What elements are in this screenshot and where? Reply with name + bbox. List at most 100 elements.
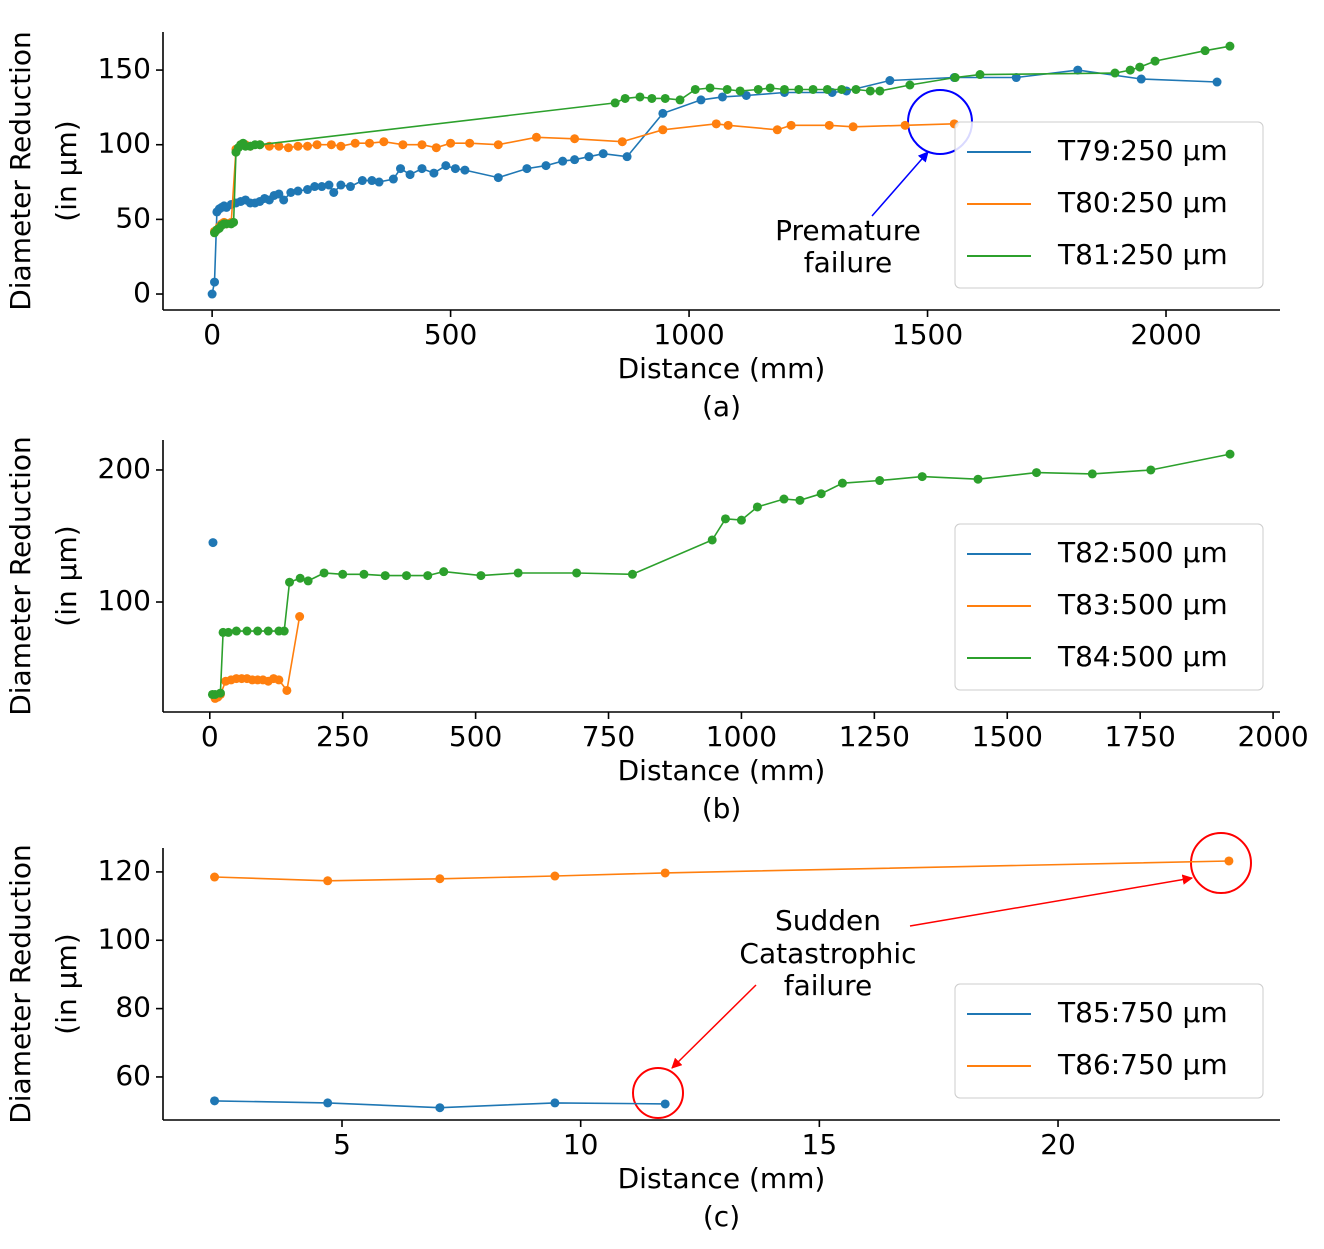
data-point bbox=[617, 137, 627, 147]
data-point bbox=[345, 182, 355, 192]
data-point bbox=[282, 685, 292, 695]
legend-label: T83:500 μm bbox=[1057, 588, 1228, 621]
legend: T79:250 μm T80:250 μm T81:250 μm bbox=[954, 121, 1264, 289]
y-tick-label: 120 bbox=[98, 854, 151, 887]
data-point bbox=[405, 170, 415, 180]
legend-label: T79:250 μm bbox=[1057, 134, 1228, 167]
data-point bbox=[917, 472, 927, 482]
y-axis-label: (in μm) bbox=[50, 933, 83, 1034]
legend: T82:500 μm T83:500 μm T84:500 μm bbox=[954, 523, 1264, 691]
data-point bbox=[429, 168, 439, 178]
x-tick-label: 2000 bbox=[1237, 720, 1308, 753]
data-point bbox=[323, 1098, 333, 1108]
data-point bbox=[423, 571, 433, 581]
data-point bbox=[1110, 68, 1120, 78]
data-point bbox=[336, 180, 346, 190]
x-tick-label: 5 bbox=[333, 1128, 351, 1161]
legend-frame bbox=[954, 983, 1264, 1099]
annotation-a: Premature failure bbox=[775, 89, 973, 279]
x-axis-label: Distance (mm) bbox=[618, 352, 826, 385]
data-point bbox=[531, 132, 541, 142]
y-tick-label: 80 bbox=[115, 991, 151, 1024]
data-point bbox=[417, 140, 427, 150]
data-point bbox=[493, 140, 503, 150]
x-tick-label: 1500 bbox=[972, 720, 1043, 753]
data-point bbox=[772, 125, 782, 135]
data-point bbox=[329, 187, 339, 197]
legend-frame bbox=[954, 121, 1264, 289]
annotation-arrow bbox=[671, 984, 757, 1069]
data-point bbox=[720, 514, 730, 524]
data-point bbox=[208, 538, 218, 548]
data-point bbox=[215, 688, 225, 698]
data-point bbox=[779, 84, 789, 94]
data-point bbox=[359, 569, 369, 579]
data-point bbox=[324, 180, 334, 190]
data-point bbox=[690, 84, 700, 94]
data-point bbox=[380, 571, 390, 581]
legend-label: T84:500 μm bbox=[1057, 640, 1228, 673]
y-axis-label: Diameter Reduction bbox=[4, 844, 37, 1124]
data-point bbox=[303, 576, 313, 586]
data-point bbox=[598, 149, 608, 159]
series-line bbox=[212, 453, 1231, 696]
data-point bbox=[1212, 77, 1222, 87]
data-point bbox=[822, 84, 832, 94]
data-point bbox=[865, 86, 875, 96]
data-point bbox=[1150, 56, 1160, 66]
data-point bbox=[388, 174, 398, 184]
data-point bbox=[286, 187, 296, 197]
data-point bbox=[795, 495, 805, 505]
legend-label: T81:250 μm bbox=[1057, 238, 1228, 271]
data-point bbox=[439, 567, 449, 577]
legend-label: T85:750 μm bbox=[1057, 996, 1228, 1029]
annotation-c: Sudden Catastrophic failure bbox=[632, 832, 1252, 1119]
data-point bbox=[317, 182, 327, 192]
data-point bbox=[753, 84, 763, 94]
data-point bbox=[293, 186, 303, 196]
x-tick-label: 2000 bbox=[1130, 318, 1201, 351]
data-point bbox=[279, 195, 289, 205]
data-point bbox=[319, 568, 329, 578]
data-point bbox=[875, 476, 885, 486]
data-point bbox=[707, 535, 717, 545]
data-point bbox=[722, 84, 732, 94]
data-point bbox=[255, 140, 265, 150]
y-tick-label: 100 bbox=[98, 127, 151, 160]
y-axis-label: (in μm) bbox=[50, 525, 83, 626]
data-point bbox=[465, 138, 475, 148]
y-tick-label: 150 bbox=[98, 52, 151, 85]
data-point bbox=[973, 474, 983, 484]
data-point bbox=[610, 98, 620, 108]
data-point bbox=[741, 90, 751, 100]
data-point bbox=[558, 156, 568, 166]
x-axis-label: Distance (mm) bbox=[618, 754, 826, 787]
data-point bbox=[303, 185, 313, 195]
data-point bbox=[1032, 468, 1042, 478]
annotation-text: Premature bbox=[775, 214, 921, 247]
data-point bbox=[900, 120, 910, 130]
data-point bbox=[1225, 449, 1235, 459]
data-point bbox=[210, 872, 220, 882]
data-point bbox=[476, 571, 486, 581]
data-point bbox=[374, 177, 384, 187]
data-point bbox=[705, 83, 715, 93]
legend-label: T82:500 μm bbox=[1057, 536, 1228, 569]
highlight-circle bbox=[632, 1067, 684, 1119]
annotation-text: failure bbox=[784, 969, 872, 1002]
annotation-text: failure bbox=[804, 246, 892, 279]
data-point bbox=[279, 626, 289, 636]
data-point bbox=[229, 217, 239, 227]
data-point bbox=[274, 675, 284, 685]
data-point bbox=[848, 122, 858, 132]
data-point bbox=[1200, 46, 1210, 56]
data-point bbox=[441, 161, 451, 171]
data-point bbox=[786, 120, 796, 130]
data-point bbox=[274, 141, 284, 151]
legend: T85:750 μm T86:750 μm bbox=[954, 983, 1264, 1099]
data-point bbox=[620, 93, 630, 103]
data-point bbox=[635, 92, 645, 102]
data-point bbox=[357, 176, 367, 186]
x-tick-label: 1500 bbox=[892, 318, 963, 351]
x-axis-label: Distance (mm) bbox=[618, 1162, 826, 1195]
